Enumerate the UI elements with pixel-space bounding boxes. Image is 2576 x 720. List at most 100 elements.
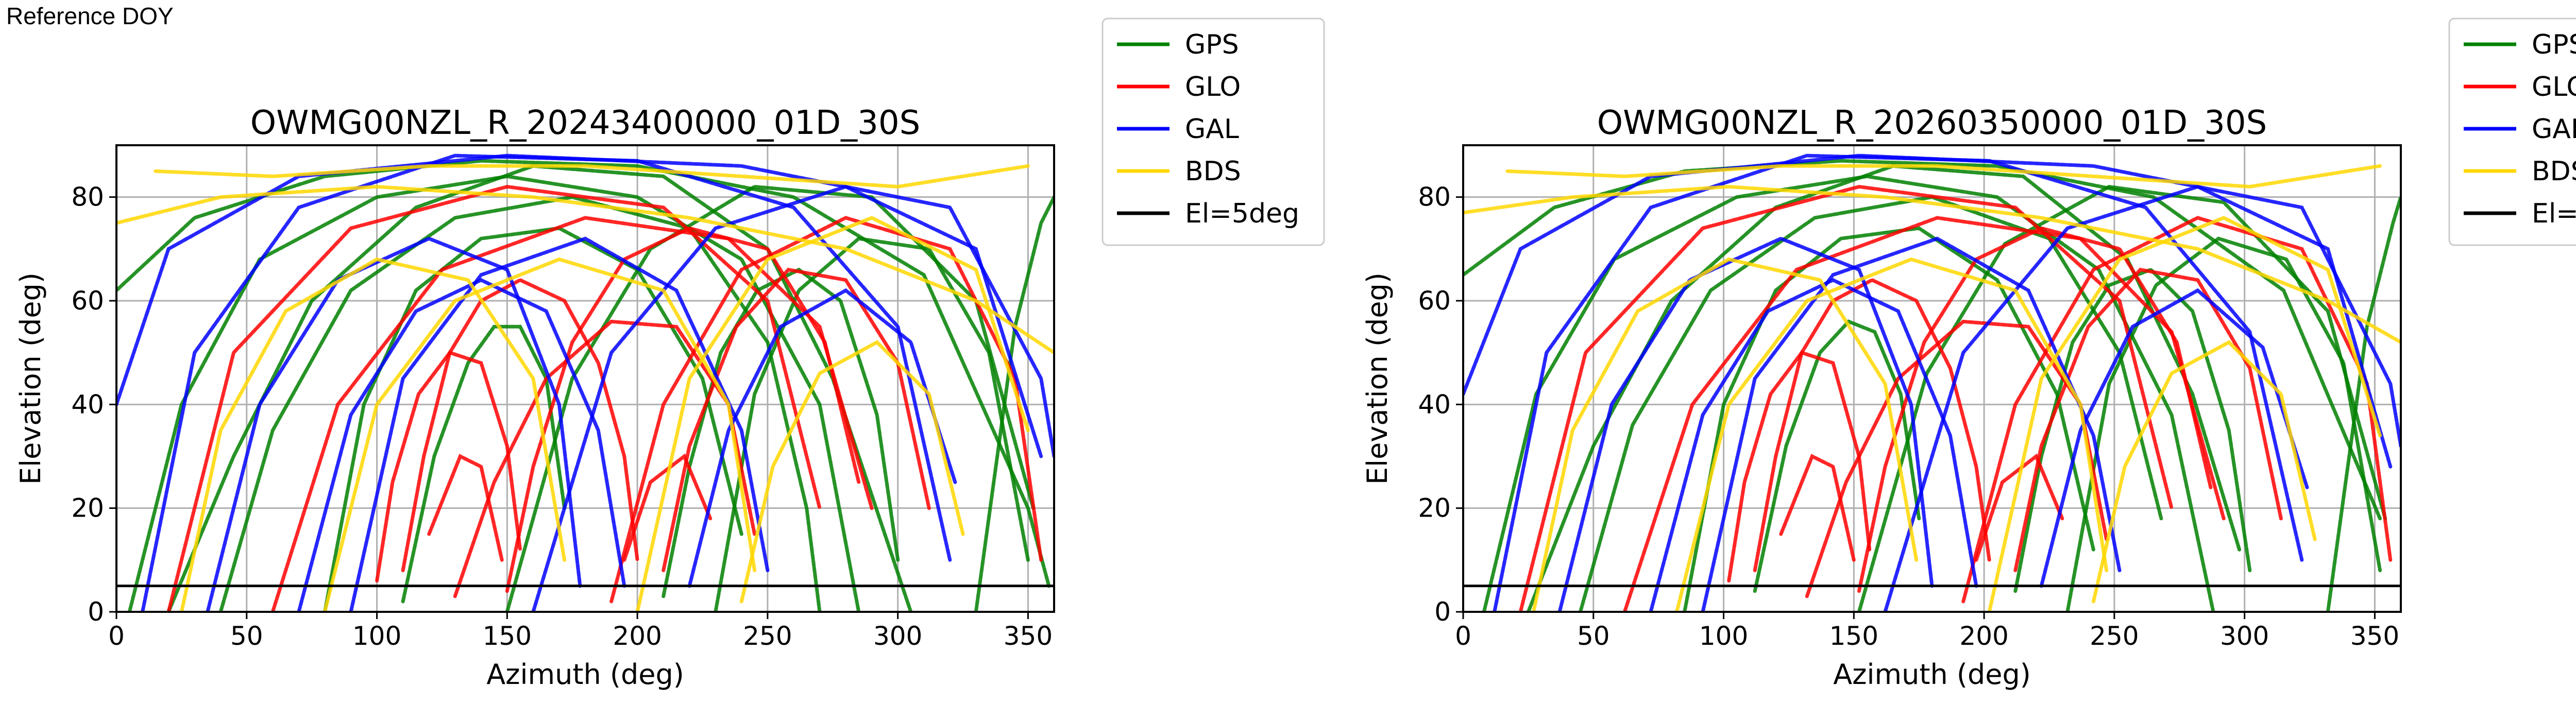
legend-label: GLO [1185, 72, 1241, 102]
y-tick-label: 20 [1418, 493, 1451, 523]
legend-label: El=5deg [1185, 198, 1299, 229]
track-glo [1518, 184, 2174, 612]
track-bds [1505, 164, 2382, 189]
track-glo [427, 454, 504, 562]
chart-panel-2: OWMG00NZL_R_20260350000_01D_30S 0 50 100 150… [1347, 0, 2576, 720]
x-tick-label: 350 [1004, 621, 1053, 651]
track-bds [739, 340, 965, 604]
x-tick-label: 150 [483, 621, 532, 651]
track-gal [116, 153, 1054, 458]
y-tick-label: 0 [88, 597, 104, 627]
y-tick-label: 60 [71, 286, 104, 316]
track-gps [974, 195, 1054, 612]
track-glo [166, 184, 822, 612]
x-tick-label: 100 [352, 621, 401, 651]
track-bds [1463, 184, 2401, 344]
track-bds [1532, 257, 1919, 612]
x-axis-label: Azimuth (deg) [1833, 658, 2031, 691]
track-gal [349, 236, 770, 612]
legend-box [2448, 18, 2576, 246]
track-gal [1883, 184, 2393, 612]
x-tick-label: 300 [2220, 621, 2269, 651]
track-gps [323, 226, 743, 612]
track-glo [375, 350, 522, 583]
track-gps [1683, 226, 2095, 612]
track-glo [401, 278, 639, 572]
x-tick-label: 50 [1577, 621, 1610, 651]
plot-frame [1462, 144, 2402, 613]
y-tick-label: 40 [1418, 389, 1451, 419]
y-tick-label: 40 [71, 389, 104, 419]
track-gal [297, 278, 626, 612]
track-gps [1463, 159, 2382, 521]
track-bds [154, 164, 1030, 189]
reference-doy-label: Reference DOY [6, 3, 174, 29]
track-gps [1579, 195, 2163, 612]
track-gps [1857, 184, 2387, 612]
x-axis-label: Azimuth (deg) [486, 658, 684, 691]
track-gps [116, 159, 1051, 588]
legend-label: GLO [2532, 72, 2576, 102]
track-bds [1675, 257, 2109, 612]
track-gps [2326, 195, 2401, 612]
x-tick-label: 250 [2090, 621, 2139, 651]
y-tick-label: 20 [71, 493, 104, 523]
track-glo [505, 226, 861, 593]
track-glo [1727, 350, 1872, 583]
chart-panel-1: OWMG00NZL_R_20243400000_01D_30S 0 50 100 150… [14, 18, 1325, 691]
track-gps [127, 174, 861, 612]
legend-label: GPS [1185, 29, 1239, 60]
x-tick-label: 350 [2350, 621, 2399, 651]
x-tick-label: 0 [108, 621, 125, 651]
track-gal [1701, 236, 2122, 612]
chart-svg: OWMG00NZL_R_20243400000_01D_30S 0 50 100 150… [14, 18, 1325, 691]
track-glo [270, 216, 874, 612]
plot-frame [115, 144, 1055, 613]
y-axis-label: Elevation (deg) [14, 272, 47, 485]
track-glo [1622, 216, 2226, 612]
track-gal [687, 288, 957, 588]
y-tick-label: 60 [1418, 286, 1451, 316]
track-glo [622, 453, 713, 562]
track-bds [635, 216, 1030, 612]
legend-label: BDS [2532, 156, 2576, 187]
legend-label: GAL [1185, 114, 1239, 145]
track-glo [2013, 267, 2283, 572]
track-glo [1974, 453, 2064, 562]
track-gal [1649, 278, 1978, 612]
track-bds [179, 257, 567, 612]
track-gal [531, 184, 1043, 612]
legend-label: BDS [1185, 156, 1241, 187]
track-glo [1753, 278, 1991, 572]
chart-title: OWMG00NZL_R_20243400000_01D_30S [250, 104, 920, 142]
y-axis-label: Elevation (deg) [1361, 272, 1394, 485]
chart-title: OWMG00NZL_R_20260350000_01D_30S [1597, 104, 2267, 142]
x-tick-label: 250 [743, 621, 792, 651]
x-tick-label: 0 [1455, 621, 1471, 651]
x-tick-label: 200 [613, 621, 662, 651]
track-gal [1463, 153, 2401, 448]
x-tick-label: 200 [1959, 621, 2008, 651]
x-tick-label: 50 [230, 621, 263, 651]
y-tick-label: 80 [71, 182, 104, 212]
track-gps [1753, 319, 1921, 593]
track-glo [1779, 454, 1856, 562]
track-gps [1482, 174, 2215, 612]
y-tick-label: 80 [1418, 182, 1451, 212]
legend-label: El=5deg [2532, 198, 2576, 229]
track-bds [2091, 340, 2317, 604]
legend-label: GAL [2532, 114, 2576, 145]
y-tick-label: 0 [1434, 597, 1451, 627]
legend-box [1101, 18, 1325, 246]
track-bds [116, 184, 1054, 355]
chart-svg: OWMG00NZL_R_20260350000_01D_30S 0 50 100 150… [1361, 18, 2576, 691]
x-tick-label: 150 [1829, 621, 1878, 651]
track-gal [1557, 236, 1934, 612]
track-bds [323, 257, 757, 612]
x-tick-label: 300 [873, 621, 922, 651]
track-bds [1987, 216, 2382, 612]
track-gal [206, 236, 582, 612]
legend-label: GPS [2532, 29, 2576, 60]
track-gal [2039, 288, 2309, 588]
x-tick-label: 100 [1699, 621, 1748, 651]
